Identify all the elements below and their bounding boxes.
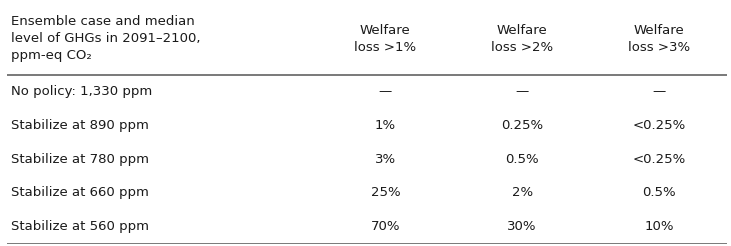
- Text: 25%: 25%: [371, 186, 400, 200]
- Text: Stabilize at 890 ppm: Stabilize at 890 ppm: [11, 119, 149, 132]
- Text: 2%: 2%: [512, 186, 533, 200]
- Text: Ensemble case and median
level of GHGs in 2091–2100,
ppm-eq CO₂: Ensemble case and median level of GHGs i…: [11, 15, 200, 62]
- Text: No policy: 1,330 ppm: No policy: 1,330 ppm: [11, 85, 152, 98]
- Text: <0.25%: <0.25%: [632, 119, 686, 132]
- Text: 3%: 3%: [375, 153, 396, 166]
- Text: Welfare
loss >1%: Welfare loss >1%: [355, 24, 417, 54]
- Text: Stabilize at 560 ppm: Stabilize at 560 ppm: [11, 220, 149, 233]
- Text: <0.25%: <0.25%: [632, 153, 686, 166]
- Text: Welfare
loss >3%: Welfare loss >3%: [628, 24, 690, 54]
- Text: Welfare
loss >2%: Welfare loss >2%: [491, 24, 553, 54]
- Text: —: —: [652, 85, 665, 98]
- Text: —: —: [515, 85, 529, 98]
- Text: Stabilize at 660 ppm: Stabilize at 660 ppm: [11, 186, 149, 200]
- Text: 70%: 70%: [371, 220, 400, 233]
- Text: 1%: 1%: [375, 119, 396, 132]
- Text: 30%: 30%: [507, 220, 537, 233]
- Text: 0.5%: 0.5%: [505, 153, 539, 166]
- Text: 0.5%: 0.5%: [642, 186, 675, 200]
- Text: 10%: 10%: [644, 220, 674, 233]
- Text: 0.25%: 0.25%: [501, 119, 543, 132]
- Text: Stabilize at 780 ppm: Stabilize at 780 ppm: [11, 153, 149, 166]
- Text: —: —: [379, 85, 392, 98]
